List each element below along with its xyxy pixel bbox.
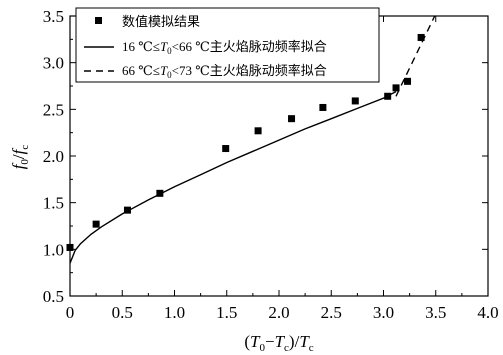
legend-dashed-var: T <box>160 63 168 78</box>
y-axis-label: f0/fc <box>9 145 31 170</box>
data-point <box>417 33 425 41</box>
ylabel-var-2: f <box>9 147 28 154</box>
data-point <box>254 127 262 135</box>
x-tick-label: 4.0 <box>477 303 498 322</box>
y-tick-label: 3.5 <box>43 7 64 26</box>
legend-marker-scatter <box>95 17 102 24</box>
x-tick-label: 2.0 <box>268 303 289 322</box>
legend-dashed-suffix: <73 ℃主火焰脉动频率拟合 <box>172 63 327 78</box>
ylabel-sub-1: 0 <box>19 159 31 165</box>
x-tick-label: 0.5 <box>112 303 133 322</box>
y-tick-label: 2.5 <box>43 100 64 119</box>
x-axis-ticks: 0 0.5 1.0 1.5 2.0 2.5 3.0 3.5 4.0 <box>66 16 499 322</box>
y-tick-label: 2.0 <box>43 147 64 166</box>
x-tick-label: 2.5 <box>321 303 342 322</box>
y-tick-label: 3.0 <box>43 54 64 73</box>
data-point <box>123 206 131 214</box>
data-point <box>288 115 296 123</box>
legend-label-dashed-fit: 66 ℃≤T0<73 ℃主火焰脉动频率拟合 <box>122 63 327 80</box>
fit-line-dashed <box>395 15 436 97</box>
x-tick-label: 0 <box>66 303 75 322</box>
legend-solid-suffix: <66 ℃主火焰脉动频率拟合 <box>172 39 327 54</box>
legend-dashed-prefix: 66 ℃≤ <box>122 63 160 78</box>
plot-area <box>66 15 436 264</box>
ylabel-sub-2: c <box>19 145 31 150</box>
xlabel-sub-1: 0 <box>259 342 265 354</box>
xlabel-open: ( <box>244 332 250 351</box>
y-tick-label: 0.5 <box>43 287 64 306</box>
legend-dashed-sub: 0 <box>167 70 172 80</box>
xlabel-var-1: T <box>250 332 261 351</box>
data-point <box>92 220 100 228</box>
data-point <box>66 243 74 251</box>
legend-label-scatter: 数值模拟结果 <box>122 14 200 29</box>
data-point <box>404 77 412 85</box>
xlabel-var-2: T <box>275 332 286 351</box>
x-tick-label: 3.0 <box>373 303 394 322</box>
data-point <box>392 84 400 92</box>
data-point <box>222 145 230 153</box>
x-tick-label: 1.5 <box>216 303 237 322</box>
xlabel-sub-2: c <box>284 342 289 354</box>
legend: 数值模拟结果 16 ℃≤T0<66 ℃主火焰脉动频率拟合 66 ℃≤T0<73 … <box>75 7 380 83</box>
legend-solid-sub: 0 <box>167 46 172 56</box>
legend-solid-var: T <box>160 39 168 54</box>
y-tick-label: 1.5 <box>43 194 64 213</box>
xlabel-var-3: T <box>299 332 310 351</box>
data-point <box>351 97 359 105</box>
xlabel-close: )/ <box>289 332 300 351</box>
legend-solid-prefix: 16 ℃≤ <box>122 39 160 54</box>
fit-line-solid <box>69 90 397 264</box>
data-point <box>156 189 164 197</box>
x-axis-label: (T0−Tc)/Tc <box>244 332 313 354</box>
data-point <box>319 103 327 111</box>
legend-box <box>75 7 380 83</box>
y-tick-label: 1.0 <box>43 240 64 259</box>
legend-label-solid-fit: 16 ℃≤T0<66 ℃主火焰脉动频率拟合 <box>122 39 327 56</box>
xlabel-sub-3: c <box>309 342 314 354</box>
x-tick-label: 3.5 <box>425 303 446 322</box>
ylabel-slash: / <box>9 154 28 159</box>
y-axis-ticks: 0.5 1.0 1.5 2.0 2.5 3.0 3.5 <box>43 7 488 306</box>
x-tick-label: 1.0 <box>164 303 185 322</box>
ylabel-var-1: f <box>9 162 28 169</box>
xlabel-minus: − <box>265 332 275 351</box>
data-point <box>384 92 392 100</box>
